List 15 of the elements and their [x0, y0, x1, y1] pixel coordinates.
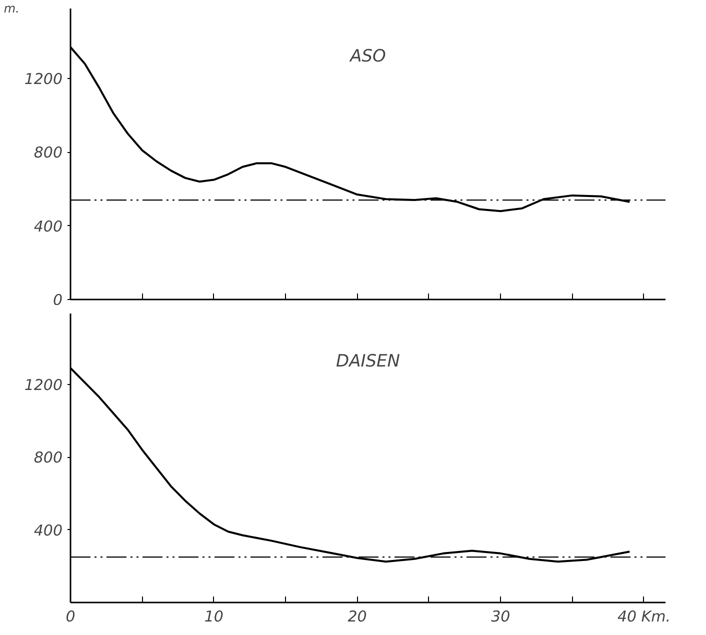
x-tick-label: 0: [66, 608, 76, 626]
y-tick-label: 400: [34, 521, 63, 540]
y-tick-label: 800: [34, 448, 63, 467]
y-axis-title: m.: [4, 2, 20, 16]
text: ASO: [349, 46, 386, 67]
text: DAISEN: [336, 351, 400, 372]
x-tick-label: 40 Km.: [617, 608, 671, 626]
x-tick-label: 10: [204, 608, 224, 626]
y-tick-label: 800: [34, 144, 63, 162]
y-tick-label: 0: [52, 291, 63, 309]
y-tick-label: 400: [34, 217, 63, 236]
y-tick-label: 1200: [24, 70, 63, 88]
x-tick-label: 20: [348, 608, 367, 626]
y-tick-label: 1200: [24, 376, 63, 394]
x-tick-label: 30: [491, 608, 510, 626]
